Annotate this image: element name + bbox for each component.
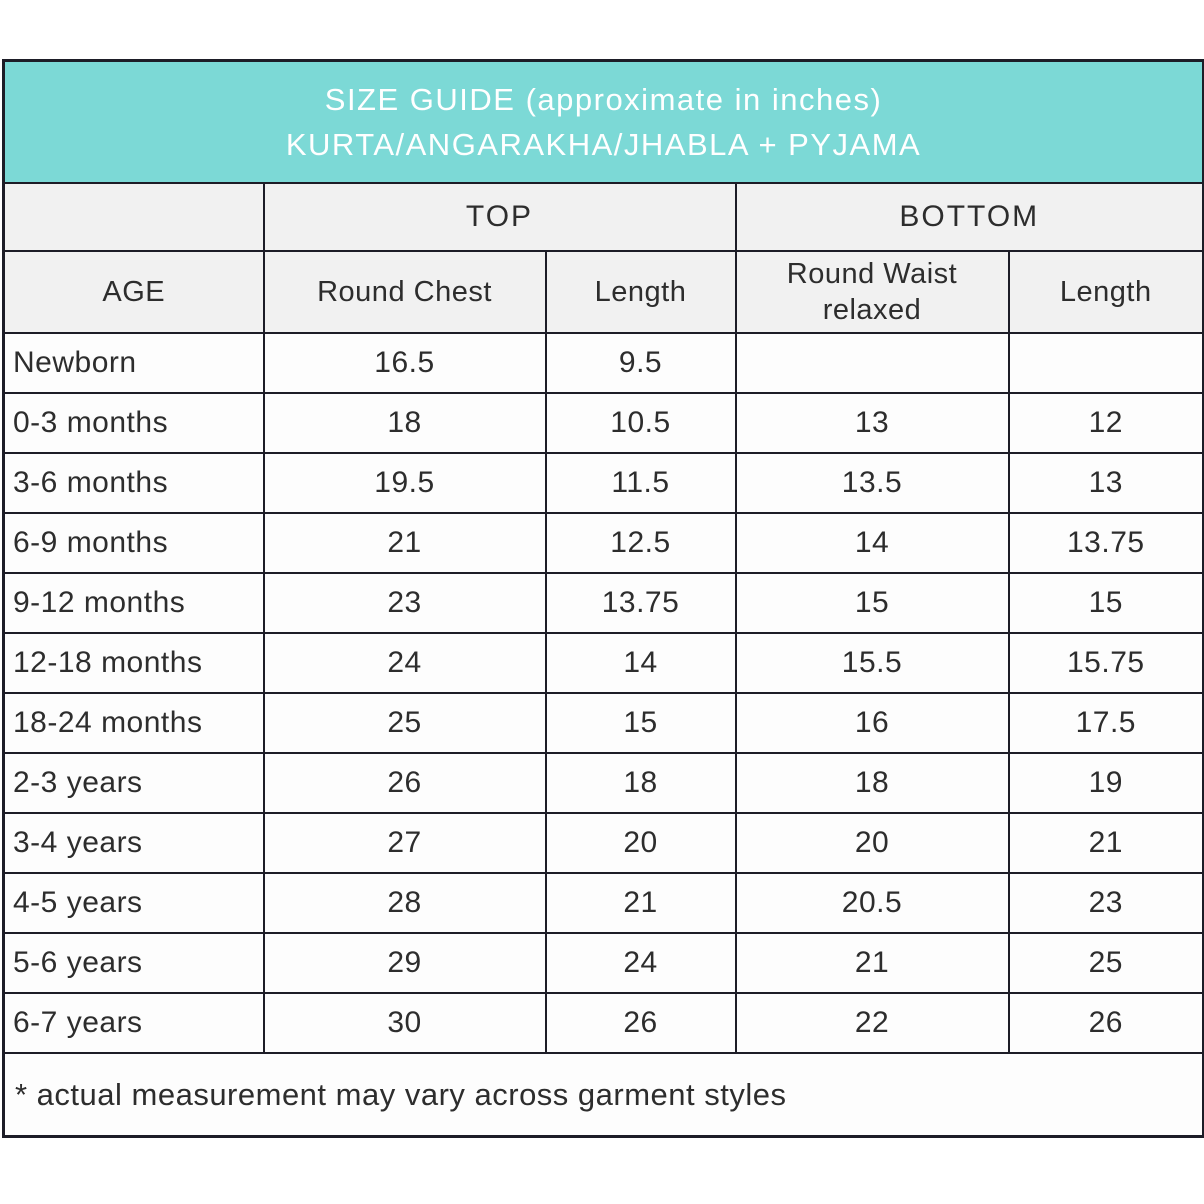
banner-row: SIZE GUIDE (approximate in inches) KURTA… [2, 59, 1204, 184]
age-cell: 0-3 months [2, 392, 265, 454]
bottom-length-cell: 12 [1007, 392, 1204, 454]
bottom-length-cell: 15.75 [1007, 632, 1204, 694]
age-cell: 5-6 years [2, 932, 265, 994]
table-row: 3-6 months 19.5 11.5 13.5 13 [2, 452, 1204, 514]
bottom-length-cell: 17.5 [1007, 692, 1204, 754]
age-cell: 9-12 months [2, 572, 265, 634]
bottom-length-cell: 15 [1007, 572, 1204, 634]
chest-cell: 25 [262, 692, 547, 754]
column-header-round-chest: Round Chest [262, 250, 547, 334]
bottom-length-cell: 26 [1007, 992, 1204, 1054]
waist-cell: 20 [734, 812, 1010, 874]
top-length-cell: 9.5 [544, 332, 737, 394]
age-cell: 3-4 years [2, 812, 265, 874]
chest-cell: 19.5 [262, 452, 547, 514]
column-header-top-length: Length [544, 250, 737, 334]
waist-cell: 16 [734, 692, 1010, 754]
table-row: 6-7 years 30 26 22 26 [2, 992, 1204, 1054]
age-cell: Newborn [2, 332, 265, 394]
group-header-empty [2, 182, 265, 252]
top-length-cell: 14 [544, 632, 737, 694]
waist-cell: 22 [734, 992, 1010, 1054]
top-length-cell: 11.5 [544, 452, 737, 514]
chest-cell: 18 [262, 392, 547, 454]
bottom-length-cell: 21 [1007, 812, 1204, 874]
table-subtitle: KURTA/ANGARAKHA/JHABLA + PYJAMA [285, 127, 922, 162]
column-header-age: AGE [2, 250, 265, 334]
waist-cell [734, 332, 1010, 394]
table-row: 0-3 months 18 10.5 13 12 [2, 392, 1204, 454]
group-header-row: TOP BOTTOM [2, 182, 1204, 252]
column-header-bottom-length: Length [1007, 250, 1204, 334]
waist-cell: 18 [734, 752, 1010, 814]
column-header-row: AGE Round Chest Length Round Waist relax… [2, 250, 1204, 334]
age-cell: 2-3 years [2, 752, 265, 814]
waist-cell: 13.5 [734, 452, 1010, 514]
age-cell: 12-18 months [2, 632, 265, 694]
chest-cell: 28 [262, 872, 547, 934]
waist-cell: 15 [734, 572, 1010, 634]
column-header-round-waist: Round Waist relaxed [734, 250, 1010, 334]
age-cell: 6-7 years [2, 992, 265, 1054]
top-length-cell: 13.75 [544, 572, 737, 634]
table-title: SIZE GUIDE (approximate in inches) [324, 82, 883, 117]
top-length-cell: 26 [544, 992, 737, 1054]
table-row: 6-9 months 21 12.5 14 13.75 [2, 512, 1204, 574]
chest-cell: 21 [262, 512, 547, 574]
waist-cell: 21 [734, 932, 1010, 994]
top-length-cell: 12.5 [544, 512, 737, 574]
top-length-cell: 18 [544, 752, 737, 814]
waist-cell: 14 [734, 512, 1010, 574]
age-cell: 3-6 months [2, 452, 265, 514]
top-length-cell: 24 [544, 932, 737, 994]
table-row: 3-4 years 27 20 20 21 [2, 812, 1204, 874]
table-row: Newborn 16.5 9.5 [2, 332, 1204, 394]
bottom-length-cell: 13 [1007, 452, 1204, 514]
group-header-bottom: BOTTOM [734, 182, 1204, 252]
chest-cell: 26 [262, 752, 547, 814]
table-row: 4-5 years 28 21 20.5 23 [2, 872, 1204, 934]
waist-cell: 20.5 [734, 872, 1010, 934]
table-row: 18-24 months 25 15 16 17.5 [2, 692, 1204, 754]
chest-cell: 24 [262, 632, 547, 694]
age-cell: 18-24 months [2, 692, 265, 754]
table-row: 9-12 months 23 13.75 15 15 [2, 572, 1204, 634]
chest-cell: 30 [262, 992, 547, 1054]
top-length-cell: 10.5 [544, 392, 737, 454]
chest-cell: 27 [262, 812, 547, 874]
waist-cell: 15.5 [734, 632, 1010, 694]
size-guide-table: SIZE GUIDE (approximate in inches) KURTA… [2, 59, 1204, 1138]
footnote-row: * actual measurement may vary across gar… [2, 1052, 1204, 1138]
bottom-length-cell: 13.75 [1007, 512, 1204, 574]
waist-cell: 13 [734, 392, 1010, 454]
chest-cell: 29 [262, 932, 547, 994]
bottom-length-cell [1007, 332, 1204, 394]
group-header-top: TOP [262, 182, 737, 252]
table-row: 2-3 years 26 18 18 19 [2, 752, 1204, 814]
top-length-cell: 15 [544, 692, 737, 754]
bottom-length-cell: 19 [1007, 752, 1204, 814]
chest-cell: 16.5 [262, 332, 547, 394]
bottom-length-cell: 25 [1007, 932, 1204, 994]
top-length-cell: 21 [544, 872, 737, 934]
bottom-length-cell: 23 [1007, 872, 1204, 934]
footnote-text: * actual measurement may vary across gar… [2, 1052, 1204, 1138]
banner-cell: SIZE GUIDE (approximate in inches) KURTA… [2, 59, 1204, 184]
chest-cell: 23 [262, 572, 547, 634]
top-length-cell: 20 [544, 812, 737, 874]
table-row: 5-6 years 29 24 21 25 [2, 932, 1204, 994]
age-cell: 6-9 months [2, 512, 265, 574]
age-cell: 4-5 years [2, 872, 265, 934]
table-row: 12-18 months 24 14 15.5 15.75 [2, 632, 1204, 694]
